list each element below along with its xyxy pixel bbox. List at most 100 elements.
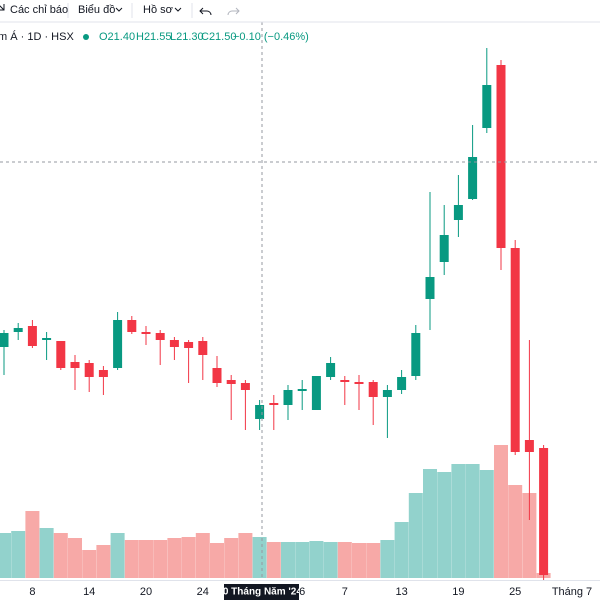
time-axis <box>0 581 600 600</box>
time-label: 7 <box>342 586 348 598</box>
candle-body <box>84 363 94 377</box>
volume-bar <box>110 533 125 578</box>
volume-bar <box>352 543 366 578</box>
candle-body <box>226 380 236 384</box>
candle-body <box>397 377 407 390</box>
candle-body <box>354 382 364 384</box>
candle-body <box>496 65 506 248</box>
volume-bar <box>53 533 68 578</box>
toolbar <box>0 0 600 22</box>
volume-bar <box>323 542 338 578</box>
legend-close: C21.50 <box>201 31 236 43</box>
candle-body <box>56 341 66 368</box>
candle-body <box>0 333 9 347</box>
volume-bar <box>252 537 267 578</box>
icon-cut <box>0 4 5 11</box>
volume-bar <box>0 533 11 578</box>
candle-body <box>27 326 37 346</box>
candle-body <box>368 382 378 397</box>
time-label: 25 <box>509 586 521 598</box>
volume-bar <box>195 533 210 578</box>
volume-bar <box>266 542 281 578</box>
candle-body <box>198 341 208 355</box>
legend-low: L21.30 <box>170 31 204 43</box>
candle-body <box>539 448 549 575</box>
volume-bar <box>479 470 494 578</box>
candle-body <box>468 157 478 199</box>
chevron <box>174 7 182 12</box>
time-label: 13 <box>395 586 407 598</box>
volume-bar <box>394 522 409 578</box>
volume-bar <box>210 543 224 578</box>
legend-change: −0.10 (−0.46%) <box>233 31 309 43</box>
candle-body <box>439 235 449 262</box>
volume-bar <box>380 540 395 578</box>
volume-bar <box>167 538 182 578</box>
volume-bar <box>494 445 508 578</box>
volume-bar <box>68 538 82 578</box>
time-label: 20 <box>140 586 152 598</box>
volume-bar <box>153 540 168 578</box>
plot-area <box>0 48 551 580</box>
time-label: Tháng 7 <box>552 586 592 598</box>
candle-body <box>155 333 165 340</box>
time-label: 6 <box>299 586 305 598</box>
candle-body <box>127 320 137 332</box>
candle-body <box>269 403 279 405</box>
symbol-info: m Á · 1D · HSX <box>0 30 74 43</box>
time-label: 24 <box>197 586 209 598</box>
candle-body <box>283 390 293 405</box>
volume-bar <box>82 550 97 578</box>
volume-bar <box>337 542 352 578</box>
volume-bar <box>437 472 452 578</box>
legend-high: H21.55 <box>136 31 171 43</box>
candle-body <box>382 390 392 397</box>
candle-body <box>169 340 179 347</box>
candle-body <box>255 405 265 419</box>
candle-body <box>13 328 23 332</box>
volume-bar <box>522 493 537 578</box>
volume-bar <box>39 528 54 578</box>
chart-button[interactable]: Biểu đồ <box>78 4 115 16</box>
volume-bar <box>139 540 153 578</box>
chevron <box>115 7 123 12</box>
volume-bar <box>408 493 423 578</box>
status-dot <box>83 34 89 40</box>
candle-body <box>42 338 52 340</box>
candle-body <box>70 362 80 368</box>
time-label: 8 <box>29 586 35 598</box>
volume-bar <box>423 469 437 578</box>
candle-body <box>482 85 492 128</box>
undo-button[interactable] <box>199 7 212 16</box>
candle-body <box>453 205 463 220</box>
volume-bar <box>508 485 523 578</box>
candle-body <box>98 370 108 377</box>
candle-body <box>240 383 250 390</box>
candle-body <box>411 333 421 376</box>
candle-body <box>311 376 321 410</box>
volume-bar <box>25 511 40 578</box>
candle-body <box>425 277 435 299</box>
candle-body <box>212 368 222 383</box>
volume-bar <box>366 543 381 578</box>
volume-bar <box>465 464 480 578</box>
volume-bar <box>11 531 26 578</box>
candle-body <box>524 440 534 452</box>
volume-bar <box>281 542 295 578</box>
volume-bar <box>451 464 466 578</box>
volume-bar <box>224 538 239 578</box>
volume-bar <box>181 537 196 578</box>
profile-button[interactable]: Hồ sơ <box>143 4 173 16</box>
candle-body <box>340 380 350 382</box>
legend-open: O21.40 <box>99 31 135 43</box>
volume-bar <box>96 545 111 578</box>
redo-button[interactable] <box>227 7 240 16</box>
volume-bar <box>238 533 253 578</box>
candle-body <box>326 363 336 377</box>
volume-bar <box>295 542 310 578</box>
crosshair-time-label <box>224 584 299 600</box>
time-label: 19 <box>452 586 464 598</box>
time-labels: 8 14 20 24 30 Tháng Năm '246 7 13 19 25 Tháng 7 <box>29 586 592 598</box>
indicators-button[interactable]: Các chỉ báo <box>10 4 68 16</box>
